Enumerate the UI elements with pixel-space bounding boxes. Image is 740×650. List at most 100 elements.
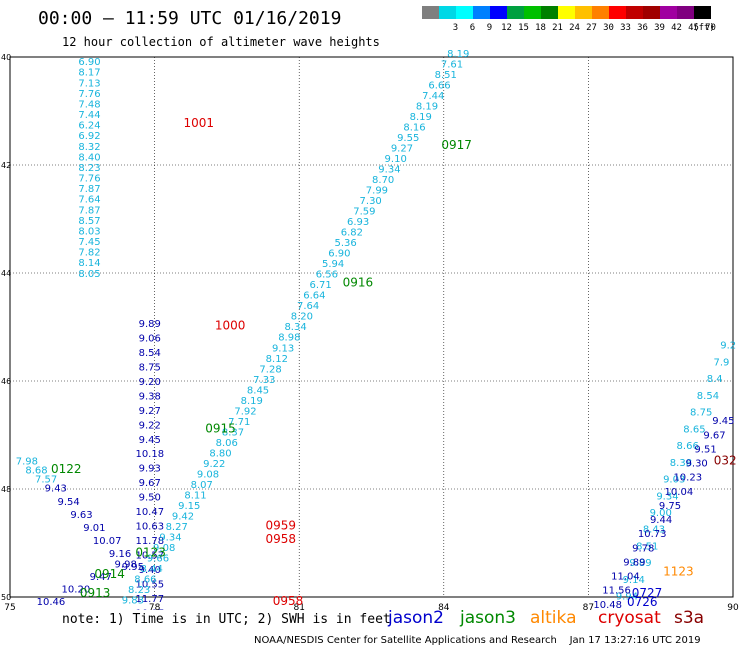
wave-height-value: 10.73 (638, 529, 667, 540)
wave-height-value: 10.47 (135, 507, 164, 518)
scale-swatch (490, 6, 507, 19)
wave-height-value: 7.44 (78, 110, 100, 121)
scale-swatch (677, 6, 694, 19)
wave-height-value: 9.03 (663, 475, 685, 486)
scale-tick-label: 12 (501, 23, 512, 33)
scale-tick-label: 21 (552, 23, 563, 33)
wave-height-value: 7.87 (78, 205, 100, 216)
wave-height-value: 9.89 (629, 558, 651, 569)
wave-height-value: 9.13 (272, 343, 294, 354)
wave-height-value: 8.19 (410, 112, 432, 123)
wave-height-value: 7.64 (78, 195, 100, 206)
satellite-name-altika: altika (530, 608, 577, 628)
wave-height-value: 6.92 (78, 131, 100, 142)
scale-swatch (694, 6, 711, 19)
wave-height-value: 7.76 (78, 89, 100, 100)
wave-height-value: 10.46 (37, 597, 66, 608)
wave-height-value: 9.27 (391, 144, 413, 155)
wave-height-value: 9.93 (139, 464, 161, 475)
wave-height-value: 9.83 (122, 595, 144, 606)
pass-time-label: 032 (714, 454, 737, 468)
wave-height-value: 9.44 (650, 515, 672, 526)
satellite-name-jason2: jason2 (388, 608, 444, 628)
wave-height-value: 8.20 (291, 312, 313, 323)
pass-time-label: 1001 (184, 116, 215, 130)
wave-height-value: 6.64 (303, 291, 325, 302)
wave-height-value: 11.04 (611, 572, 640, 583)
scale-swatch (524, 6, 541, 19)
pass-time-label: 0958 (265, 532, 296, 546)
wave-height-value: 9.94 (616, 592, 638, 603)
scale-swatch (660, 6, 677, 19)
wave-height-value: 6.24 (78, 121, 100, 132)
wave-height-value: 6.56 (316, 270, 338, 281)
pass-time-label: 0917 (441, 138, 472, 152)
wave-height-value: 8.44 (141, 564, 163, 575)
wave-height-value: 8.45 (247, 385, 269, 396)
wave-height-value: 9.66 (147, 553, 169, 564)
scale-swatch (507, 6, 524, 19)
map-title: 00:00 – 11:59 UTC 01/16/2019 (38, 8, 342, 29)
wave-height-value: 8.66 (677, 441, 699, 452)
wave-height-value: 8.19 (241, 396, 263, 407)
pass-time-label: 0727 (632, 586, 663, 600)
wave-height-value: 9.50 (139, 493, 161, 504)
scale-swatch (609, 6, 626, 19)
wave-height-value: 6.82 (341, 228, 363, 239)
wave-height-value: 9.15 (178, 501, 200, 512)
wave-height-value: 9.63 (70, 510, 92, 521)
wave-height-value: 11.56 (602, 586, 631, 597)
wave-height-value: 6.66 (428, 81, 450, 92)
wave-height-value: 8.23 (128, 585, 150, 596)
wave-height-value: 9.38 (139, 391, 161, 402)
wave-height-value: 11.78 (135, 536, 164, 547)
scale-tick-label: 3 (452, 23, 459, 33)
wave-height-value: 11.77 (135, 594, 164, 605)
scale-swatch (541, 6, 558, 19)
lat-tick-label: 44 (1, 269, 11, 278)
wave-height-value: 7.59 (353, 207, 375, 218)
wave-height-value: 7.76 (78, 174, 100, 185)
wave-height-value: 7.30 (360, 196, 382, 207)
wave-height-value: 9.27 (139, 406, 161, 417)
wave-height-value: 8.11 (184, 490, 206, 501)
pass-time-label: 1123 (663, 564, 694, 578)
wave-height-value: 8.19 (416, 102, 438, 113)
wave-height-value: 7.99 (366, 186, 388, 197)
wave-height-value: 6.90 (78, 57, 100, 68)
wave-height-value: 8.66 (134, 574, 156, 585)
wave-height-value: 10.18 (135, 449, 164, 460)
wave-height-value: 9.47 (90, 572, 112, 583)
wave-height-value: 8.75 (690, 408, 712, 419)
wave-height-value: 9.40 (139, 565, 161, 576)
wave-height-value: 8.12 (266, 354, 288, 365)
wave-height-value: 9.95 (122, 562, 144, 573)
wave-height-value: 7.71 (228, 417, 250, 428)
wave-height-value: 9.51 (694, 444, 716, 455)
wave-height-value: 8.75 (139, 362, 161, 373)
lon-tick-label: 84 (438, 603, 450, 610)
wave-height-value: 10.63 (135, 522, 164, 533)
wave-height-value: 9.54 (58, 497, 80, 508)
scale-tick-label: 36 (637, 23, 648, 33)
wave-height-value: 9.67 (139, 478, 161, 489)
wave-height-value: 8.32 (78, 142, 100, 153)
scale-swatch (439, 6, 456, 19)
wave-height-value: 9.67 (703, 430, 725, 441)
scale-tick-label: 9 (486, 23, 493, 33)
wave-height-value: 9.22 (203, 459, 225, 470)
satellite-name-s3a: s3a (674, 608, 705, 628)
wave-height-value: 7.44 (422, 91, 444, 102)
wave-height-value: 9.78 (632, 543, 654, 554)
wave-height-value: 7.92 (234, 406, 256, 417)
wave-height-value: 9.89 (139, 319, 161, 330)
wave-height-value: 8.70 (372, 175, 394, 186)
wave-height-value: 7.87 (78, 184, 100, 195)
pass-time-label: 0916 (343, 276, 374, 290)
map-frame (9, 56, 734, 598)
wave-height-value: 8.03 (78, 226, 100, 237)
wave-height-value: 8.51 (636, 541, 658, 552)
wave-height-value: 9.08 (197, 469, 219, 480)
wave-height-value: 9.06 (139, 333, 161, 344)
wave-height-value: 8.43 (643, 525, 665, 536)
